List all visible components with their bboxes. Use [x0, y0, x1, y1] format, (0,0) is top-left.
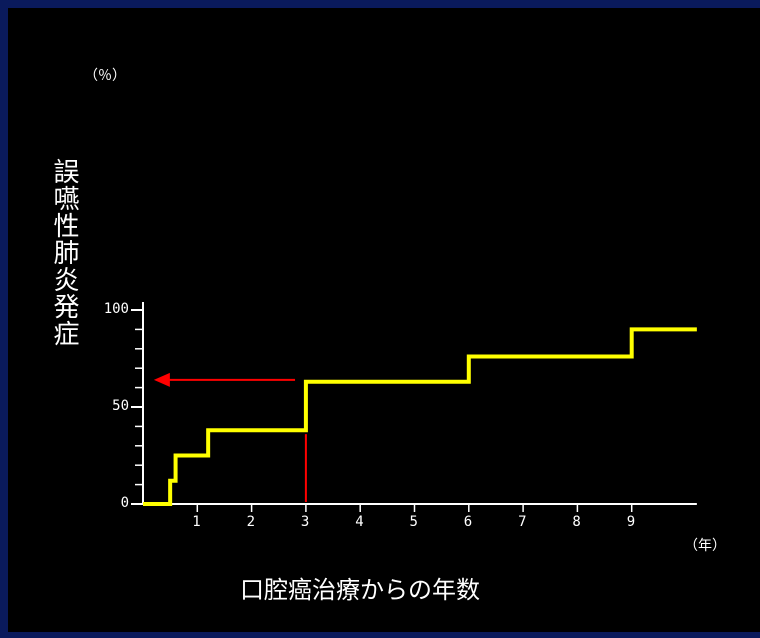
- axes: [131, 302, 697, 512]
- x-tick-label: 8: [572, 514, 581, 530]
- y-unit-label: （％）: [84, 68, 126, 84]
- chart-frame: 0 50 100 1 2 3 4 5 6 7 8 9 （％） （年） 誤嚥性肺炎発症 口腔癌治療からの…: [8, 8, 760, 632]
- x-tick-label: 4: [355, 514, 364, 530]
- y-tick-label: 50: [112, 398, 129, 414]
- cumulative-incidence-step-line: [143, 327, 697, 506]
- x-tick-label: 5: [409, 514, 418, 530]
- y-tick-label: 100: [103, 301, 129, 317]
- x-tick-label: 2: [246, 514, 256, 530]
- annotations: [153, 372, 307, 503]
- x-tick-label: 7: [518, 514, 527, 530]
- x-tick-label: 9: [626, 514, 636, 530]
- y-axis-title: 誤嚥性肺炎発症: [49, 158, 79, 347]
- y-tick-label: 0: [120, 495, 129, 511]
- x-tick-label: 1: [192, 514, 201, 530]
- step-chart: [131, 302, 697, 512]
- series: [143, 327, 697, 506]
- x-unit-label: （年）: [684, 538, 726, 554]
- red-arrow-head: [153, 372, 170, 387]
- x-axis-title: 口腔癌治療からの年数: [240, 576, 480, 604]
- x-tick-label: 3: [300, 514, 310, 530]
- x-tick-label: 6: [463, 514, 473, 530]
